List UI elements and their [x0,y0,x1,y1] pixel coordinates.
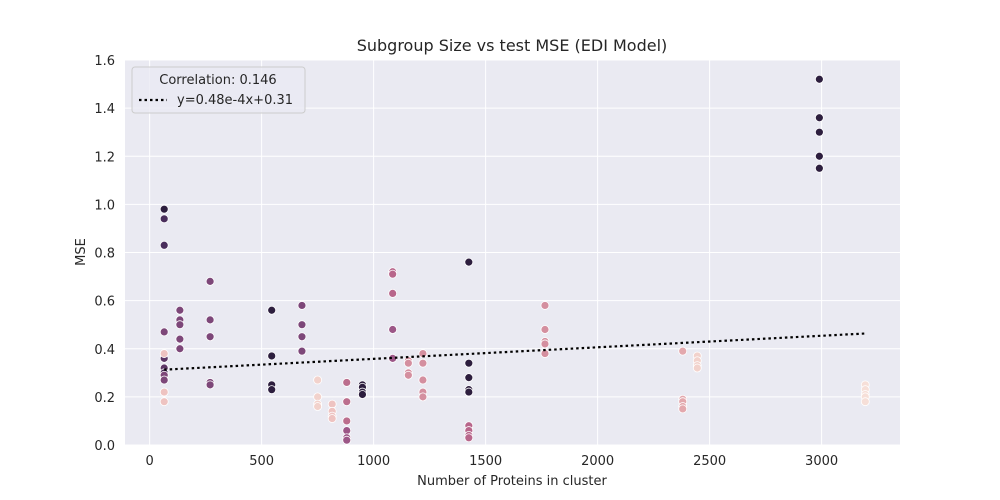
y-tick-label: 1.0 [94,198,115,213]
x-tick-label: 500 [249,454,274,469]
data-point [313,375,323,385]
x-tick-label: 2000 [581,454,614,469]
data-point [313,402,323,411]
data-point [464,358,474,368]
data-point [464,433,474,443]
data-points [159,74,870,445]
data-point [388,325,398,334]
data-point [205,276,215,286]
data-point [159,375,169,385]
data-point [297,301,307,310]
data-point [540,325,550,334]
y-tick-label: 0.2 [94,391,115,406]
y-tick-label: 1.4 [94,102,115,117]
data-point [205,380,215,390]
data-point [814,127,824,137]
x-axis-label: Number of Proteins in cluster [417,474,607,489]
data-point [159,327,169,337]
data-point [342,426,352,435]
x-tick-label: 0 [145,454,153,469]
data-point [692,363,702,373]
data-point [327,414,337,423]
legend-box [131,66,306,114]
data-point [678,346,688,356]
legend-entry-label: y=0.48e-4x+0.31 [177,93,293,108]
y-tick-label: 0.8 [94,247,115,262]
grid-lines [125,59,900,446]
data-point [175,334,185,344]
data-point [159,240,169,250]
data-point [814,74,824,84]
y-tick-label: 0.0 [94,439,115,454]
data-point [418,358,428,368]
trend-line [164,332,867,371]
data-point [814,163,824,173]
data-point [342,378,352,387]
data-point [175,344,185,354]
chart-title: Subgroup Size vs test MSE (EDI Model) [357,36,668,55]
data-point [159,397,169,407]
x-tick-label: 1500 [469,454,502,469]
data-point [159,387,169,397]
data-point [342,416,352,426]
data-point [814,151,824,161]
data-point [860,397,870,407]
data-point [313,392,323,402]
data-point [464,257,474,267]
data-point [540,301,550,310]
data-point [403,358,413,368]
y-tick-label: 0.6 [94,295,115,310]
data-point [327,399,337,409]
data-point [159,214,169,224]
data-point [540,339,550,349]
data-point [464,387,474,397]
data-point [358,390,367,399]
x-tick-label: 3000 [805,454,838,469]
data-point [388,289,398,298]
data-point [342,435,352,445]
y-tick-label: 1.2 [94,150,115,165]
data-point [159,349,169,358]
data-point [267,385,277,395]
x-tick-label: 2500 [693,454,726,469]
data-point [175,320,185,330]
data-point [267,351,277,361]
y-tick-label: 0.4 [94,343,115,358]
data-point [297,346,307,356]
data-point [418,349,428,358]
data-point [205,315,215,325]
data-point [678,404,688,414]
x-tick-labels: 0 500 1000 1500 2000 2500 3000 [145,454,838,469]
data-point [464,373,474,383]
data-point [388,269,398,279]
data-point [297,332,307,342]
data-point [342,397,352,407]
data-point [159,204,169,214]
y-axis-label: MSE [74,238,89,266]
data-point [297,320,307,330]
legend: Correlation: 0.146 y=0.48e-4x+0.31 [131,66,306,114]
data-point [175,305,185,315]
x-tick-label: 1000 [357,454,390,469]
data-point [814,113,824,123]
y-tick-labels: 0.0 0.2 0.4 0.6 0.8 1.0 1.2 1.4 1.6 [94,54,115,454]
y-tick-label: 1.6 [94,54,115,69]
data-point [205,332,215,342]
data-point [403,370,413,380]
data-point [418,375,428,385]
data-point [267,305,277,315]
data-point [418,392,428,402]
legend-title: Correlation: 0.146 [159,73,276,88]
